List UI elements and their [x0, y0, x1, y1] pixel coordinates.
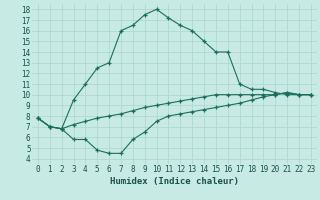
X-axis label: Humidex (Indice chaleur): Humidex (Indice chaleur) [110, 177, 239, 186]
